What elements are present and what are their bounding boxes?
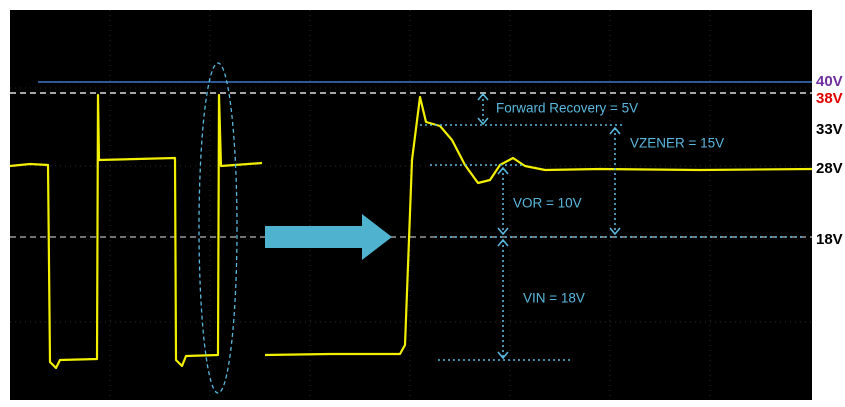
- vin-label: VIN = 18V: [523, 291, 585, 306]
- forward-recovery-label: Forward Recovery = 5V: [496, 101, 638, 116]
- level-label: 28V: [816, 160, 843, 177]
- scope-diagram: Forward Recovery = 5V VZENER = 15V VOR =…: [0, 0, 845, 407]
- vor-label: VOR = 10V: [513, 196, 582, 211]
- level-label: 38V: [816, 90, 843, 107]
- level-label: 40V: [816, 73, 843, 90]
- level-label: 33V: [816, 121, 843, 138]
- vzener-label: VZENER = 15V: [630, 136, 724, 151]
- level-label: 18V: [816, 231, 843, 248]
